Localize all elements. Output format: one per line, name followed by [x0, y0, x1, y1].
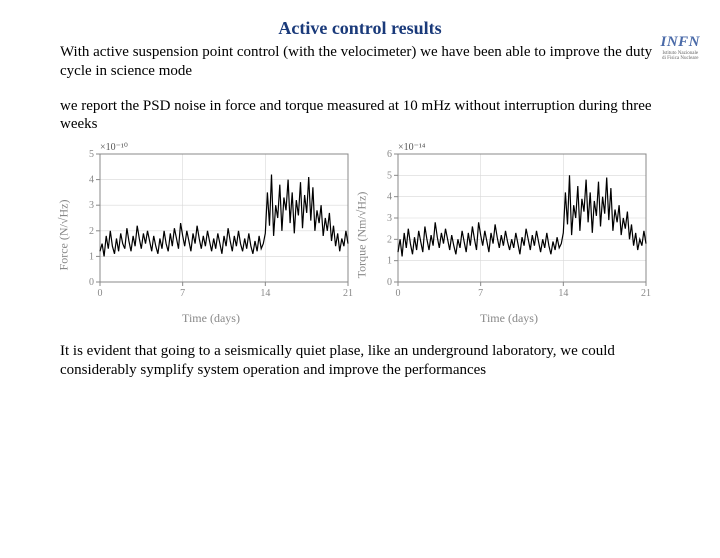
svg-text:14: 14 — [260, 288, 270, 299]
svg-text:5: 5 — [89, 149, 94, 160]
logo-subtitle-2: di Fisica Nucleare — [660, 56, 700, 61]
svg-text:1: 1 — [89, 251, 94, 262]
paragraph-3: It is evident that going to a seismicall… — [60, 342, 660, 380]
svg-text:1: 1 — [387, 256, 392, 267]
torque-chart-ylabel: Torque (Nm/√Hz) — [355, 192, 370, 279]
logo-text: INFN — [660, 34, 700, 51]
svg-text:3: 3 — [387, 213, 392, 224]
svg-text:0: 0 — [89, 277, 94, 288]
svg-text:14: 14 — [558, 288, 568, 299]
svg-text:0: 0 — [396, 288, 401, 299]
paragraph-2: we report the PSD noise in force and tor… — [60, 97, 660, 135]
torque-chart-svg: 0 7 14 21 0 1 2 3 4 5 6 — [364, 144, 654, 304]
slide-title: Active control results — [0, 18, 720, 39]
svg-text:21: 21 — [641, 288, 651, 299]
svg-text:2: 2 — [387, 234, 392, 245]
force-chart-exponent: ×10⁻¹⁰ — [100, 142, 128, 153]
infn-logo: INFN Istituto Nazionale di Fisica Nuclea… — [660, 34, 700, 61]
svg-text:6: 6 — [387, 149, 392, 160]
svg-text:0: 0 — [98, 288, 103, 299]
force-chart-svg: 0 7 14 21 0 1 2 3 4 5 — [66, 144, 356, 304]
svg-text:7: 7 — [180, 288, 185, 299]
force-chart: Force (N/√Hz) ×10⁻¹⁰ 071421012345 Time (… — [66, 144, 356, 326]
svg-text:5: 5 — [387, 170, 392, 181]
svg-text:21: 21 — [343, 288, 353, 299]
torque-chart-xlabel: Time (days) — [364, 311, 654, 326]
svg-text:0: 0 — [387, 277, 392, 288]
force-chart-ylabel: Force (N/√Hz) — [57, 200, 72, 271]
charts-container: Force (N/√Hz) ×10⁻¹⁰ 071421012345 Time (… — [0, 144, 720, 326]
svg-text:4: 4 — [89, 175, 94, 186]
torque-chart-exponent: ×10⁻¹⁴ — [398, 142, 425, 153]
torque-chart: Torque (Nm/√Hz) ×10⁻¹⁴ 0714210123456 Tim… — [364, 144, 654, 326]
svg-text:7: 7 — [478, 288, 483, 299]
force-chart-xlabel: Time (days) — [66, 311, 356, 326]
svg-text:4: 4 — [387, 192, 392, 203]
paragraph-1: With active suspension point control (wi… — [60, 43, 660, 81]
svg-text:3: 3 — [89, 200, 94, 211]
svg-text:2: 2 — [89, 226, 94, 237]
